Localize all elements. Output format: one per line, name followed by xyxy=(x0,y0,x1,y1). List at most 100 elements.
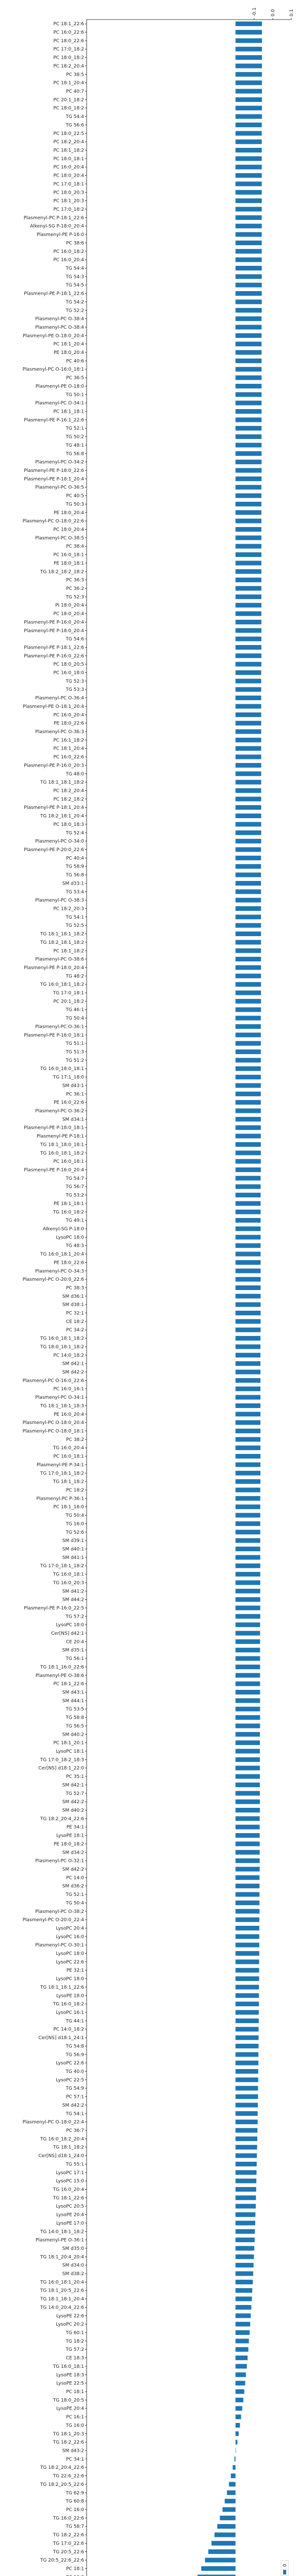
category-tick-label: TG 50:1 xyxy=(65,393,84,398)
category-tick-label: PC 18:1_16:0 xyxy=(54,1505,85,1510)
bar xyxy=(235,603,261,608)
bar xyxy=(235,704,261,709)
bar xyxy=(235,1799,260,1804)
bar xyxy=(235,2254,254,2259)
category-tick-label: Plasmenyl-PC O-36:1 xyxy=(35,1024,84,1029)
category-tick-label: TG 18:1_18:1_18:2 xyxy=(40,780,84,785)
bar xyxy=(235,2187,256,2192)
category-tick-label: Plasmenyl-PC O-36:3 xyxy=(35,730,84,735)
bar xyxy=(235,906,261,911)
category-tick-label: LysoPC 22:5 xyxy=(56,2078,85,2083)
bar xyxy=(235,156,262,161)
bar xyxy=(235,460,262,465)
bar xyxy=(235,476,262,481)
bar xyxy=(214,2532,236,2537)
category-tick-label: LysoPE 20:4 xyxy=(56,2406,84,2412)
bar xyxy=(235,1580,260,1585)
bar xyxy=(235,1496,260,1501)
bar xyxy=(235,998,261,1004)
category-tick-label: TG 18:1_20:5_22:6 xyxy=(40,2289,84,2294)
category-tick-label: TG 18:1_16:0_22:6 xyxy=(40,1665,84,1670)
category-tick-label: PC 36:3 xyxy=(66,578,84,583)
category-tick-label: LysoPC 22:6 xyxy=(56,1960,85,1965)
bar xyxy=(235,106,262,111)
bar xyxy=(235,131,262,136)
category-tick-label: PC 38:6 xyxy=(66,241,84,246)
bar xyxy=(235,1369,261,1375)
category-tick-label: PC 17:0_18:2 xyxy=(54,207,85,212)
bar xyxy=(235,1782,260,1787)
bar xyxy=(235,249,262,254)
category-tick-label: LysoPC 18:0 xyxy=(56,1952,85,1957)
bar xyxy=(235,1108,261,1113)
bar xyxy=(235,1243,261,1248)
bar xyxy=(235,897,261,903)
bar xyxy=(235,1740,260,1745)
bar xyxy=(235,628,261,633)
category-tick-label: PC 16:0 xyxy=(66,2575,84,2576)
bar xyxy=(235,1420,261,1425)
bar xyxy=(235,1791,260,1796)
bar xyxy=(235,1100,261,1105)
category-tick-label: Plasmenyl-PE P-16:0_20:3 xyxy=(24,763,84,768)
bar xyxy=(235,805,261,810)
category-tick-label: TG 44:1 xyxy=(65,2019,84,2024)
category-tick-label: TG 53:3 xyxy=(65,687,84,692)
category-tick-label: PC 18:0_18:3 xyxy=(54,822,85,827)
category-tick-label: TG 56:6 xyxy=(65,123,84,128)
bar xyxy=(235,737,261,742)
category-tick-label: Plasmenyl-PE O-18:1_20:4 xyxy=(23,704,84,709)
category-tick-label: TG 20:5_22:6_22:6 xyxy=(40,2558,84,2563)
bar xyxy=(235,2397,243,2402)
category-tick-label: PC 36:5 xyxy=(66,376,84,381)
bar xyxy=(235,2052,259,2057)
category-tick-label: SM d43:1 xyxy=(62,1083,84,1089)
category-tick-label: SM d41:2 xyxy=(62,1589,84,1594)
category-tick-label: LysoPE 22:6 xyxy=(56,2314,84,2319)
bar xyxy=(235,2229,255,2234)
category-tick-label: SM d39:1 xyxy=(62,1538,84,1544)
bar xyxy=(235,2195,256,2200)
bar xyxy=(235,383,262,388)
category-tick-label: Plasmenyl-PC O-18:0_22:6 xyxy=(23,519,85,524)
category-tick-label: Plasmenyl-PC O-38:3 xyxy=(35,898,84,903)
category-tick-label: TG 58:8 xyxy=(65,1716,84,1721)
category-tick-label: Plasmenyl-PC P-36:1 xyxy=(37,1496,84,1501)
bar xyxy=(235,2406,242,2411)
category-tick-label: TG 18:1_18:2 xyxy=(53,2145,84,2150)
category-tick-label: TG 18:2_22:6 xyxy=(53,2440,85,2445)
category-tick-label: TG 16:0_18:1_18:2 xyxy=(40,1151,84,1156)
bar xyxy=(235,1656,260,1661)
bar xyxy=(235,173,262,178)
category-tick-label: PE 18:0_18:2 xyxy=(54,1842,84,1847)
bar xyxy=(235,2212,256,2217)
category-tick-label: PE 18:0_22:6 xyxy=(54,1260,84,1265)
category-tick-label: TG 51:1 xyxy=(65,1041,84,1046)
category-tick-label: TG 50:2 xyxy=(65,435,84,440)
bar xyxy=(235,451,262,456)
bar xyxy=(235,847,261,852)
bar xyxy=(235,2439,238,2445)
category-tick-label: SM d44:1 xyxy=(62,1699,84,1704)
bar xyxy=(235,443,262,448)
category-tick-label: SM d42:2 xyxy=(62,1370,84,1375)
category-tick-label: TG 52:5 xyxy=(65,923,84,928)
category-tick-label: TG 48:0 xyxy=(65,772,84,777)
category-tick-label: TG 55:1 xyxy=(65,2162,84,2167)
category-tick-label: Plasmenyl-PC O-38:4 xyxy=(35,317,84,322)
bar xyxy=(235,1867,260,1872)
category-tick-label: PE 18:0_20:4 xyxy=(54,511,84,516)
category-tick-label: Alkenyl-SG P-18:0 xyxy=(43,1227,84,1232)
category-tick-label: SM d40:1 xyxy=(62,1547,84,1552)
bar xyxy=(235,1673,260,1678)
bar xyxy=(235,696,261,701)
category-tick-label: TG 57:2 xyxy=(65,2347,84,2352)
bar xyxy=(235,636,261,641)
category-tick-label: PC 57:1 xyxy=(66,2095,84,2100)
category-tick-label: PC 18:1_20:1 xyxy=(54,1741,85,1746)
bar xyxy=(229,2482,236,2487)
bar xyxy=(235,1951,259,1956)
bar xyxy=(235,619,261,624)
category-tick-label: PC 18:0_20:3 xyxy=(54,190,85,195)
bar xyxy=(235,2330,250,2335)
